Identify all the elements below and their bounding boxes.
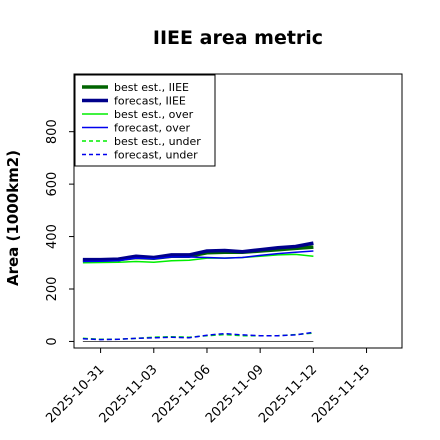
legend-label-4: best est., under — [114, 135, 201, 148]
series-layer — [82, 241, 314, 341]
y-tick-label: 400 — [45, 224, 60, 249]
plot-frame — [73, 73, 403, 349]
chart-title: IIEE area metric — [153, 27, 323, 49]
series-line-1 — [82, 241, 314, 262]
y-axis-label: Area (1000km2) — [4, 150, 22, 286]
y-tick-label: 0 — [45, 337, 60, 345]
x-axis: 2025-10-312025-11-032025-11-062025-11-09… — [43, 348, 373, 426]
y-axis: 0 200 400 600 800 — [45, 119, 74, 346]
legend-label-2: best est., over — [114, 108, 194, 121]
legend-label-3: forecast, over — [114, 122, 190, 135]
y-tick-label: 600 — [45, 172, 60, 197]
series-line-3 — [82, 250, 314, 263]
y-tick-label: 800 — [45, 119, 60, 144]
y-tick-label: 200 — [45, 277, 60, 302]
legend-label-1: forecast, IIEE — [114, 95, 186, 108]
legend-label-0: best est., IIEE — [114, 81, 189, 94]
legend-label-5: forecast, under — [114, 149, 198, 162]
series-line-2 — [82, 253, 314, 264]
legend-box — [74, 74, 216, 167]
series-line-5 — [82, 331, 314, 341]
